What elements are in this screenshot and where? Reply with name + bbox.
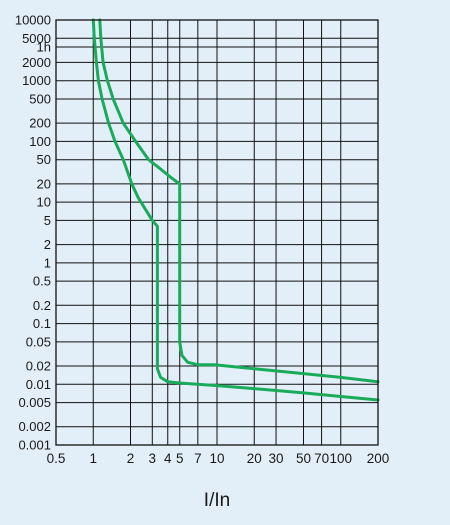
x-tick-label: 70 bbox=[314, 451, 329, 466]
y-tick-label: 0.001 bbox=[18, 438, 51, 453]
y-tick-label: 0.02 bbox=[26, 359, 51, 374]
x-tick-label: 1 bbox=[89, 451, 97, 466]
y-tick-label: 5000 bbox=[22, 31, 51, 46]
y-tick-label: 5 bbox=[44, 213, 51, 228]
y-tick-label: 200 bbox=[29, 116, 51, 131]
y-tick-label: 0.2 bbox=[33, 298, 51, 313]
series-line-1 bbox=[98, 18, 380, 384]
x-tick-label: 30 bbox=[269, 451, 284, 466]
y-tick-label: 2000 bbox=[22, 55, 51, 70]
x-tick-label: 100 bbox=[329, 451, 352, 466]
y-tick-label: 10000 bbox=[15, 13, 51, 28]
y-tick-label: 500 bbox=[29, 91, 51, 106]
y-tick-label: 0.01 bbox=[26, 377, 51, 392]
x-tick-label: 0.5 bbox=[47, 451, 66, 466]
x-tick-label: 2 bbox=[127, 451, 135, 466]
x-tick-label: 20 bbox=[247, 451, 262, 466]
x-tick-label: 10 bbox=[209, 451, 224, 466]
y-tick-label: 10 bbox=[37, 195, 51, 210]
x-tick-label: 200 bbox=[367, 451, 390, 466]
x-tick-label: 7 bbox=[194, 451, 202, 466]
plot-border bbox=[55, 19, 379, 446]
axis-frame bbox=[55, 19, 379, 446]
x-tick-label: 50 bbox=[296, 451, 311, 466]
y-tick-label: 2 bbox=[44, 237, 51, 252]
y-tick-label: 0.1 bbox=[33, 316, 51, 331]
y-tick-label: 50 bbox=[37, 152, 51, 167]
y-tick-label: 0.5 bbox=[33, 274, 51, 289]
y-tick-label: 0.05 bbox=[26, 334, 51, 349]
y-tick-label: 100 bbox=[29, 134, 51, 149]
x-tick-labels: 0.5 1 2 3 4 5 7 10 20 30 50 70 100 200 bbox=[47, 451, 390, 466]
y-tick-label: 0.002 bbox=[18, 419, 51, 434]
series-line-2 bbox=[91, 18, 380, 402]
y-tick-label: 1h bbox=[37, 39, 51, 54]
x-tick-label: 4 bbox=[164, 451, 172, 466]
y-tick-label: 0.005 bbox=[18, 395, 51, 410]
x-tick-label: 3 bbox=[149, 451, 157, 466]
y-tick-label: 1 bbox=[44, 255, 51, 270]
series-group bbox=[91, 18, 380, 402]
y-tick-label: 1000 bbox=[22, 73, 51, 88]
x-axis-label: I/In bbox=[204, 490, 230, 511]
x-tick-label: 5 bbox=[176, 451, 184, 466]
y-tick-label: 20 bbox=[37, 176, 51, 191]
